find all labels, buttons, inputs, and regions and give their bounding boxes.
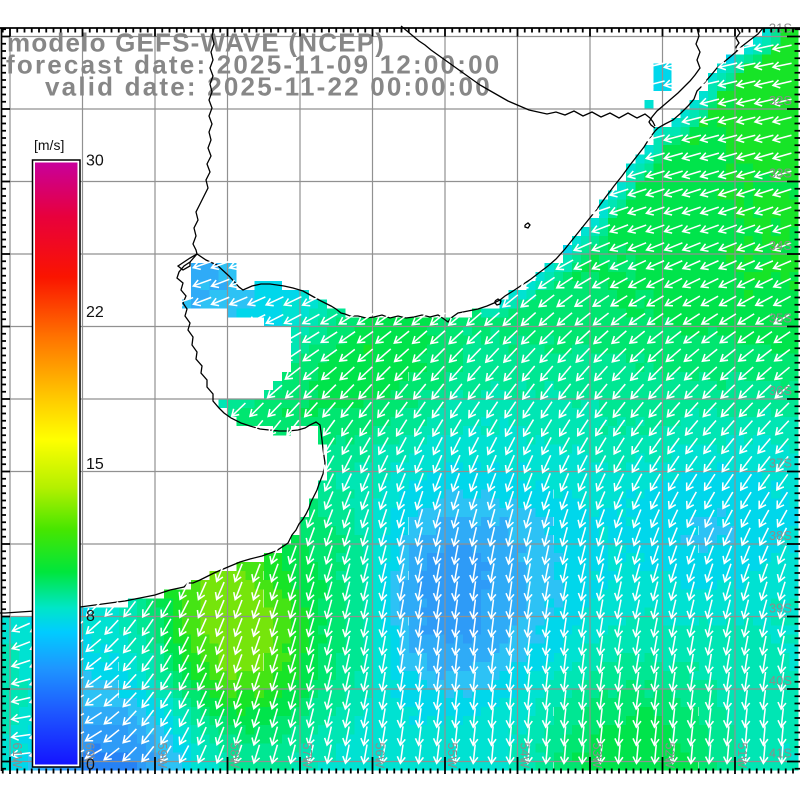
- svg-text:55W: 55W: [445, 743, 459, 769]
- svg-text:61W: 61W: [10, 743, 24, 769]
- svg-text:0: 0: [86, 757, 95, 774]
- svg-text:57W: 57W: [300, 743, 314, 769]
- svg-text:58W: 58W: [228, 743, 242, 769]
- svg-text:33S: 33S: [769, 166, 792, 181]
- svg-text:41S: 41S: [769, 746, 792, 761]
- svg-text:30: 30: [86, 153, 104, 170]
- svg-text:38S: 38S: [769, 528, 792, 543]
- svg-text:[m/s]: [m/s]: [34, 137, 64, 153]
- svg-text:40S: 40S: [769, 673, 792, 688]
- svg-text:54W: 54W: [518, 743, 532, 769]
- svg-text:35S: 35S: [769, 311, 792, 326]
- svg-text:32S: 32S: [769, 93, 792, 108]
- svg-text:37S: 37S: [769, 456, 792, 471]
- svg-text:22: 22: [86, 304, 104, 321]
- svg-text:60W: 60W: [83, 743, 97, 769]
- svg-text:51W: 51W: [735, 743, 749, 769]
- svg-text:36S: 36S: [769, 383, 792, 398]
- svg-text:valid date: 2025-11-22 00:00:0: valid date: 2025-11-22 00:00:00: [45, 72, 492, 102]
- svg-text:39S: 39S: [769, 601, 792, 616]
- svg-text:8: 8: [86, 608, 95, 625]
- svg-text:52W: 52W: [663, 743, 677, 769]
- svg-text:forecast date: 2025-11-09 12:0: forecast date: 2025-11-09 12:00:00: [6, 50, 501, 80]
- svg-text:34S: 34S: [769, 238, 792, 253]
- svg-text:59W: 59W: [155, 743, 169, 769]
- svg-text:56W: 56W: [373, 743, 387, 769]
- svg-text:15: 15: [86, 456, 104, 473]
- svg-text:53W: 53W: [590, 743, 604, 769]
